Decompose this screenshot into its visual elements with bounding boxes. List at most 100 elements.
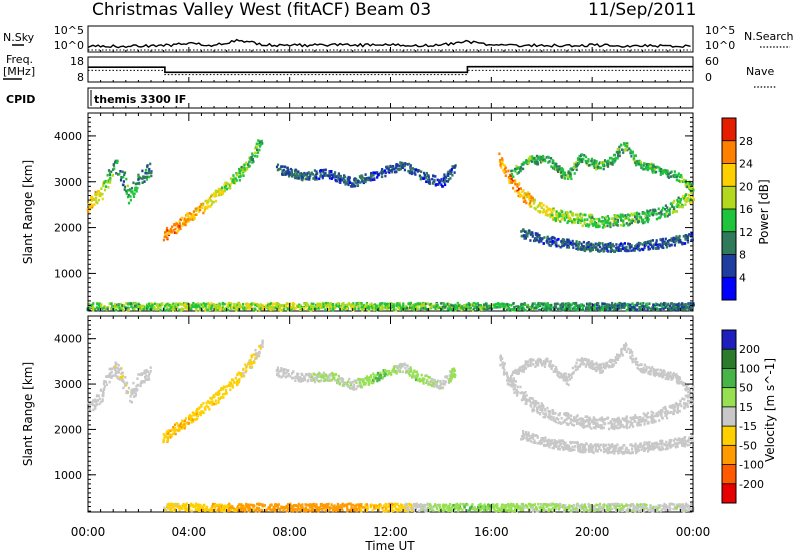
power-cell <box>563 308 565 311</box>
velocity-cell <box>251 354 253 357</box>
power-cell <box>312 303 314 306</box>
power-cell <box>567 214 569 217</box>
power-cell <box>372 171 374 174</box>
velocity-cell <box>104 385 106 388</box>
power-cell <box>410 164 412 167</box>
power-cell <box>116 161 118 164</box>
power-cell <box>445 176 447 179</box>
velocity-cell <box>559 412 561 415</box>
power-cell <box>547 214 549 217</box>
power-cell <box>444 184 446 187</box>
freq-series-line <box>88 67 693 73</box>
velocity-cell <box>202 411 204 414</box>
power-cell <box>420 170 422 173</box>
power-cell <box>591 223 593 226</box>
power-cell <box>454 165 456 168</box>
velocity-cell <box>190 415 192 418</box>
power-cell <box>511 178 513 181</box>
power-cell <box>91 196 93 199</box>
power-cell <box>351 185 353 188</box>
power-cell <box>444 180 446 183</box>
nsky-tick-low: 10^0 <box>54 39 84 52</box>
power-cell <box>142 181 144 184</box>
power-cell <box>388 168 390 171</box>
power-cell <box>442 302 444 305</box>
power-cell <box>635 154 637 157</box>
velocity-cell <box>185 417 187 420</box>
power-cell <box>143 180 145 183</box>
power-cell <box>603 168 605 171</box>
power-cell <box>548 309 550 312</box>
power-cell <box>581 160 583 163</box>
power-cell <box>641 167 643 170</box>
velocity-cell <box>555 421 557 424</box>
velocity-cell <box>593 422 595 425</box>
power-cell <box>92 302 94 305</box>
power-cell <box>241 166 243 169</box>
power-cell <box>168 304 170 307</box>
power-cell <box>532 235 534 238</box>
power-cell <box>281 173 283 176</box>
velocity-cell <box>250 367 252 370</box>
velocity-cell <box>200 405 202 408</box>
power-cell <box>432 182 434 185</box>
power-cell <box>686 236 688 239</box>
velocity-cell <box>454 374 456 377</box>
power-cell <box>652 214 654 217</box>
power-cell <box>687 241 689 244</box>
velocity-cell <box>386 370 388 373</box>
power-cell <box>260 143 262 146</box>
power-cell <box>531 304 533 307</box>
power-cell <box>598 225 600 228</box>
power-cell <box>528 193 530 196</box>
power-cell <box>115 172 117 175</box>
nsky-tick-high: 10^5 <box>54 24 84 37</box>
power-cell <box>118 173 120 176</box>
velocity-cell <box>550 415 552 418</box>
velocity-cell <box>503 368 505 371</box>
velocity-cell <box>144 370 146 373</box>
power-cell <box>431 178 433 181</box>
power-cell <box>584 218 586 221</box>
power-cell <box>602 220 604 223</box>
power-cell <box>543 210 545 213</box>
velocity-cell <box>335 373 337 376</box>
cpid-text: themis 3300 IF <box>94 93 186 106</box>
power-cell <box>355 179 357 182</box>
power-cell <box>611 248 613 251</box>
power-cell <box>424 174 426 177</box>
velocity-cell <box>514 384 516 387</box>
power-cell <box>283 169 285 172</box>
velocity-cell <box>442 386 444 389</box>
power-cell <box>92 306 94 309</box>
power-cell <box>582 309 584 312</box>
power-cell <box>332 309 334 312</box>
power-cell <box>565 305 567 308</box>
power-cell <box>239 179 241 182</box>
velocity-cell <box>507 383 509 386</box>
power-cell <box>128 202 130 205</box>
power-cell <box>607 219 609 222</box>
power-cell <box>224 186 226 189</box>
power-cell <box>128 309 130 312</box>
velocity-cell <box>180 422 182 425</box>
power-cell <box>370 172 372 175</box>
velocity-cell <box>218 393 220 396</box>
velocity-cell <box>584 425 586 428</box>
power-cell <box>513 302 515 305</box>
velocity-cell <box>211 400 213 403</box>
velocity-cell <box>553 416 555 419</box>
power-cell <box>325 174 327 177</box>
power-cell <box>224 190 226 193</box>
velocity-cell <box>373 374 375 377</box>
power-cell <box>522 189 524 192</box>
power-cell <box>523 161 525 164</box>
power-cell <box>468 304 470 307</box>
power-cell <box>395 170 397 173</box>
velocity-cell <box>395 370 397 373</box>
power-cell <box>557 238 559 241</box>
power-cell <box>422 177 424 180</box>
power-cell <box>242 303 244 306</box>
power-cell <box>437 304 439 307</box>
